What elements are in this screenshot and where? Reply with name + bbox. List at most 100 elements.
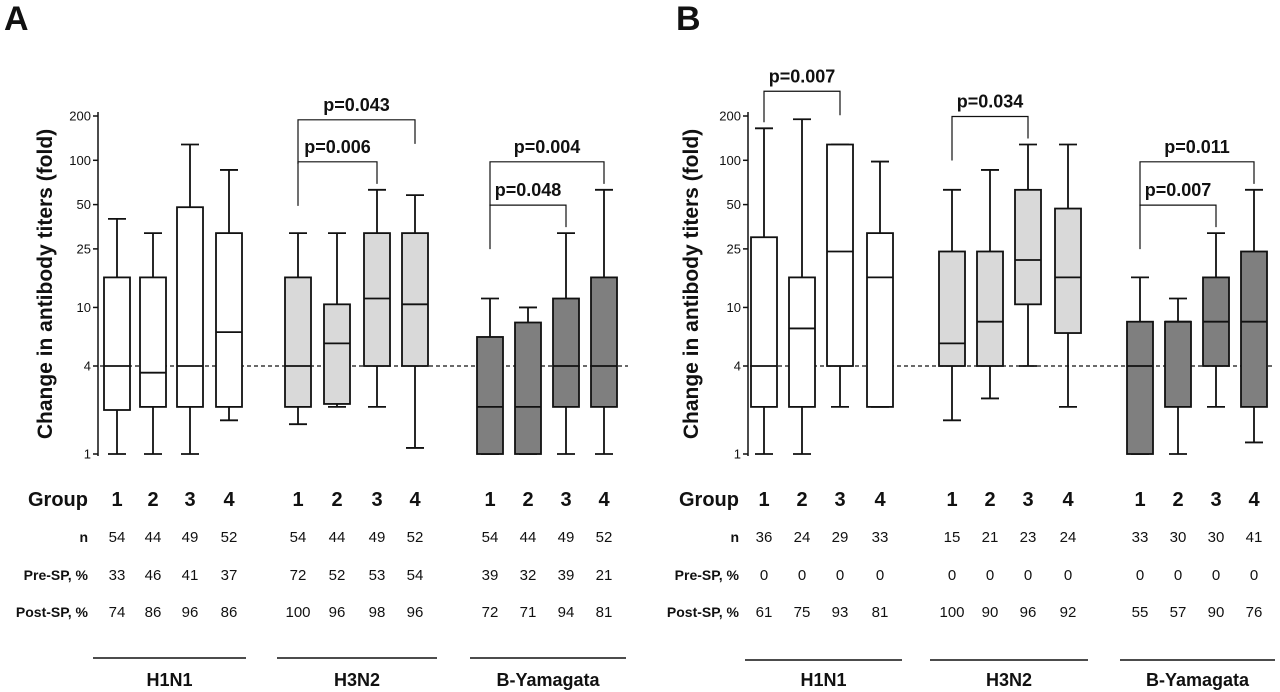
pvalue-bracket: p=0.004 bbox=[489, 137, 605, 206]
pvalue-bracket-line bbox=[489, 204, 567, 250]
box-group-2 bbox=[139, 232, 167, 455]
y-tick-label: 25 bbox=[77, 241, 91, 256]
pvalue-bracket: p=0.043 bbox=[297, 95, 416, 164]
pre-sp-row-label: Pre-SP, % bbox=[24, 567, 89, 583]
n-value: 52 bbox=[221, 529, 238, 546]
pvalue-bracket-line bbox=[297, 119, 416, 164]
pre-sp-value: 0 bbox=[1174, 567, 1182, 584]
pvalue-bracket: p=0.007 bbox=[763, 66, 841, 123]
pre-sp-value: 33 bbox=[109, 567, 126, 584]
y-tick-label: 10 bbox=[727, 300, 741, 315]
post-sp-value: 57 bbox=[1170, 604, 1187, 621]
box bbox=[976, 250, 1004, 367]
n-value: 41 bbox=[1246, 529, 1263, 546]
pvalue-bracket-line bbox=[489, 161, 605, 206]
box bbox=[401, 232, 429, 367]
box-group-3 bbox=[1014, 143, 1042, 367]
box-group-2 bbox=[788, 118, 816, 455]
box bbox=[176, 206, 204, 408]
post-sp-value: 100 bbox=[285, 604, 310, 621]
box-group-4 bbox=[215, 169, 243, 422]
strain-label: H3N2 bbox=[986, 670, 1032, 690]
y-tick-label: 10 bbox=[77, 300, 91, 315]
group-number: 2 bbox=[796, 489, 807, 511]
y-tick-label: 200 bbox=[69, 109, 91, 124]
n-row-label: n bbox=[79, 529, 88, 545]
box bbox=[1164, 320, 1192, 408]
pvalue-bracket-line bbox=[297, 161, 378, 206]
group-number: 4 bbox=[874, 489, 886, 511]
post-sp-value: 61 bbox=[756, 604, 773, 621]
n-value: 44 bbox=[520, 529, 537, 546]
post-sp-value: 86 bbox=[221, 604, 238, 621]
group-number: 2 bbox=[522, 489, 533, 511]
n-value: 23 bbox=[1020, 529, 1037, 546]
pre-sp-value: 0 bbox=[836, 567, 844, 584]
box-group-3 bbox=[176, 143, 204, 455]
n-value: 54 bbox=[290, 529, 307, 546]
post-sp-value: 55 bbox=[1132, 604, 1149, 621]
group-number: 1 bbox=[1134, 489, 1145, 511]
group-number: 4 bbox=[223, 489, 235, 511]
pre-sp-value: 0 bbox=[1064, 567, 1072, 584]
pvalue-bracket: p=0.006 bbox=[297, 137, 378, 206]
strain-h1n1: 1 36 0 61 2 24 0 75 3 29 0 93 4 33 0 81 p=0.007 H1N1 bbox=[745, 66, 902, 690]
n-value: 49 bbox=[369, 529, 386, 546]
y-tick-label: 100 bbox=[719, 153, 741, 168]
group-row-label: Group bbox=[679, 489, 739, 511]
pvalue-label: p=0.043 bbox=[323, 95, 390, 115]
strain-h3n2: 1 15 0 100 2 21 0 90 3 23 0 96 4 24 0 92 p=0.034 H3N2 bbox=[930, 92, 1088, 690]
post-sp-value: 92 bbox=[1060, 604, 1077, 621]
pvalue-label: p=0.048 bbox=[495, 180, 562, 200]
pre-sp-value: 0 bbox=[876, 567, 884, 584]
box-group-4 bbox=[866, 160, 894, 408]
y-tick-label: 4 bbox=[84, 359, 91, 374]
strain-h3n2: 1 54 72 100 2 44 52 96 3 49 53 98 4 52 54 96 p=0.006 p=0.… bbox=[277, 95, 437, 690]
box-group-2 bbox=[514, 306, 542, 455]
pre-sp-value: 0 bbox=[1250, 567, 1258, 584]
post-sp-value: 76 bbox=[1246, 604, 1263, 621]
post-sp-value: 75 bbox=[794, 604, 811, 621]
box-group-3 bbox=[363, 188, 391, 408]
n-value: 49 bbox=[182, 529, 199, 546]
post-sp-value: 90 bbox=[1208, 604, 1225, 621]
pre-sp-value: 0 bbox=[948, 567, 956, 584]
y-tick-label: 50 bbox=[77, 197, 91, 212]
box bbox=[938, 250, 966, 367]
group-number: 3 bbox=[184, 489, 195, 511]
post-sp-value: 96 bbox=[329, 604, 346, 621]
y-axis-label: Change in antibody titers (fold) bbox=[34, 129, 57, 439]
n-value: 54 bbox=[109, 529, 126, 546]
pre-sp-value: 54 bbox=[407, 567, 424, 584]
pvalue-bracket: p=0.048 bbox=[489, 180, 567, 250]
strain-b-yamagata: 133055230057330090441076p=0.007p=0.011B-… bbox=[1120, 137, 1275, 690]
post-sp-row-label: Post-SP, % bbox=[667, 604, 740, 620]
post-sp-value: 98 bbox=[369, 604, 386, 621]
strain-h1n1: 1 54 33 74 2 44 46 86 3 49 41 96 4 52 37 86 H1N1 bbox=[93, 143, 246, 690]
box bbox=[103, 276, 131, 411]
n-row-label: n bbox=[730, 529, 739, 545]
box bbox=[139, 276, 167, 408]
post-sp-value: 93 bbox=[832, 604, 849, 621]
box bbox=[826, 143, 854, 367]
box-group-2 bbox=[323, 232, 351, 408]
box bbox=[1054, 207, 1082, 334]
box bbox=[750, 236, 778, 408]
panel-letter: B bbox=[676, 0, 701, 38]
pvalue-bracket: p=0.034 bbox=[951, 92, 1029, 161]
box bbox=[552, 297, 580, 408]
n-value: 15 bbox=[944, 529, 961, 546]
box-group-1 bbox=[476, 297, 504, 455]
pre-sp-value: 0 bbox=[1212, 567, 1220, 584]
pre-sp-value: 41 bbox=[182, 567, 199, 584]
box-group-3 bbox=[552, 232, 580, 455]
group-number: 1 bbox=[292, 489, 303, 511]
box-group-1 bbox=[103, 217, 131, 455]
group-number: 4 bbox=[598, 489, 610, 511]
n-value: 44 bbox=[145, 529, 162, 546]
pre-sp-value: 37 bbox=[221, 567, 238, 584]
post-sp-row-label: Post-SP, % bbox=[16, 604, 89, 620]
n-value: 30 bbox=[1208, 529, 1225, 546]
